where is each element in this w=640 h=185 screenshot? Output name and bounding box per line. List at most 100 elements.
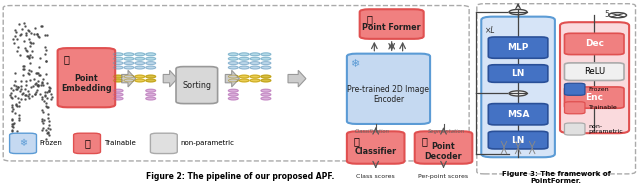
Point [36,97,47,100]
Point [36,84,46,87]
Circle shape [135,57,145,60]
Circle shape [228,62,238,65]
Point [8,38,18,41]
Point [40,53,50,56]
Point [33,84,44,87]
Text: LN: LN [511,69,525,78]
Point [24,38,34,41]
Point [8,107,19,110]
Point [38,83,48,86]
Point [33,80,44,83]
FancyBboxPatch shape [488,65,548,82]
Text: Point Former: Point Former [362,23,421,32]
Point [31,81,42,84]
Point [33,84,43,87]
Point [35,56,45,59]
FancyBboxPatch shape [360,9,424,39]
Point [41,60,51,63]
Point [40,45,50,48]
Point [17,98,27,101]
Point [37,122,47,125]
Point [8,122,18,125]
Point [34,65,44,68]
Circle shape [228,97,238,100]
Circle shape [124,53,134,56]
Circle shape [228,79,238,82]
Text: non-parametric: non-parametric [180,140,234,146]
Circle shape [239,53,249,56]
Point [40,128,51,131]
Point [15,89,25,92]
Point [42,91,52,94]
Circle shape [239,66,249,69]
Point [12,105,22,108]
Point [25,78,35,81]
Circle shape [113,57,123,60]
Point [19,21,29,24]
FancyBboxPatch shape [564,102,585,114]
Point [12,85,22,88]
Circle shape [261,89,271,92]
Point [43,130,53,133]
Text: Figure 2: The pipeline of our proposed APF.: Figure 2: The pipeline of our proposed A… [146,172,334,181]
Circle shape [228,89,238,92]
Circle shape [261,79,271,82]
Point [36,82,47,85]
FancyBboxPatch shape [150,133,177,154]
FancyArrow shape [225,70,239,87]
Point [5,93,15,96]
Point [10,72,20,75]
Point [10,111,20,114]
Point [36,109,47,112]
Point [41,137,51,140]
Point [16,32,26,35]
Point [8,133,18,136]
Point [40,33,50,36]
Point [42,81,52,84]
Point [8,89,18,92]
Point [38,110,48,113]
Point [43,127,53,130]
Circle shape [135,53,145,56]
Text: MLP: MLP [508,43,529,52]
Point [19,68,29,71]
Circle shape [250,62,260,65]
Point [16,79,26,82]
Point [10,94,20,97]
Point [33,34,44,37]
Point [26,86,36,89]
Point [25,41,35,43]
Text: Class scores: Class scores [356,174,395,179]
Point [30,82,40,85]
Point [24,73,35,76]
Circle shape [250,66,260,69]
Point [37,96,47,99]
Text: Enc: Enc [585,93,604,102]
Point [10,133,20,136]
Point [41,60,51,63]
Text: 🔥: 🔥 [84,138,90,148]
Point [19,67,29,70]
Point [22,94,33,97]
Text: 🔥: 🔥 [63,54,70,64]
Circle shape [124,66,134,69]
Circle shape [228,57,238,60]
Circle shape [113,66,123,69]
FancyArrow shape [122,70,136,87]
Circle shape [228,75,238,78]
Point [40,93,50,96]
Point [6,87,16,90]
Point [32,32,42,35]
Point [26,32,36,35]
FancyBboxPatch shape [477,4,636,174]
Point [24,93,34,96]
Text: ❄: ❄ [19,138,27,148]
Point [17,88,27,91]
Point [28,41,38,44]
Point [44,127,54,130]
Point [38,127,48,130]
Point [43,106,53,109]
Circle shape [135,66,145,69]
Point [41,101,51,104]
Circle shape [113,89,123,92]
